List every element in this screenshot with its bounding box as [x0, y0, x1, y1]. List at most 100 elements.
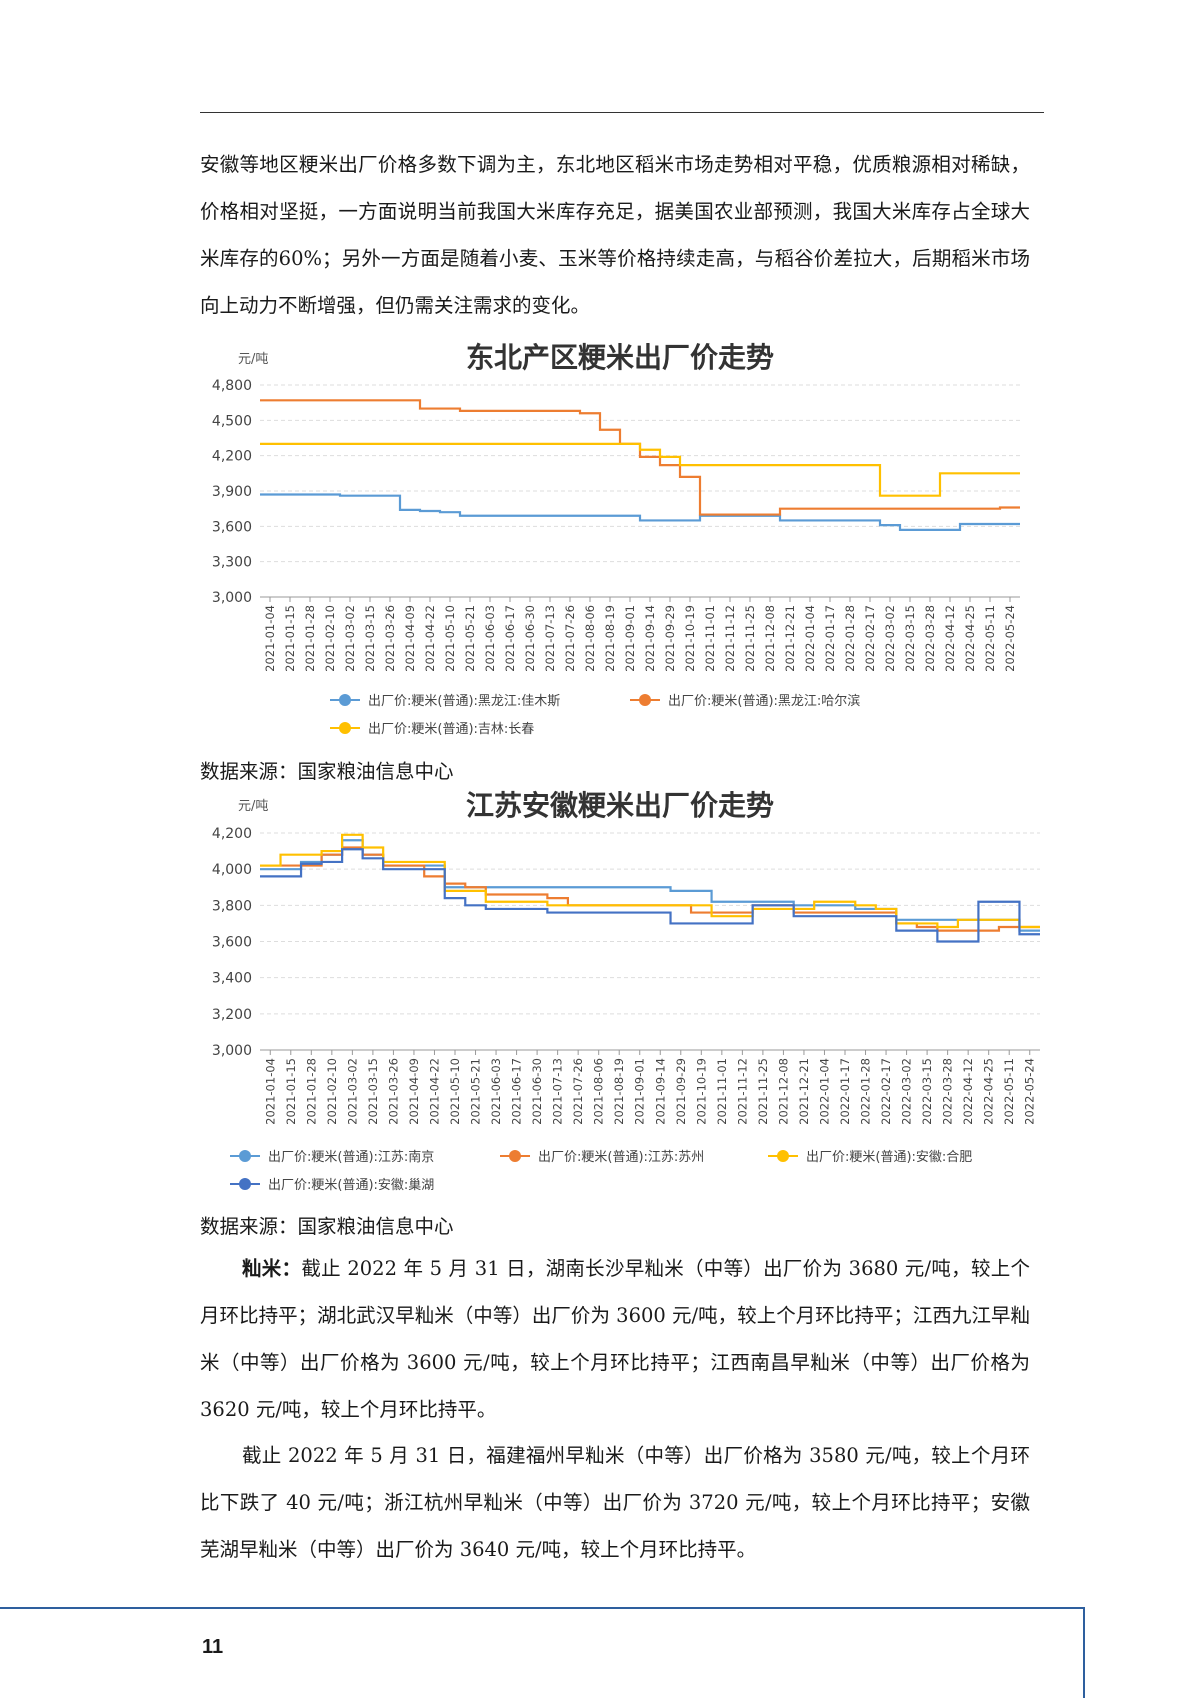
y-tick-label: 3,900 [212, 484, 252, 500]
x-tick-label: 2021-04-22 [427, 1058, 441, 1125]
x-tick-label: 2021-05-10 [448, 1058, 462, 1125]
x-tick-label: 2021-04-22 [423, 605, 437, 672]
paragraph-2-text: 籼米：截止 2022 年 5 月 31 日，湖南长沙早籼米（中等）出厂价为 36… [200, 1245, 1030, 1433]
x-tick-label: 2022-01-28 [843, 605, 857, 672]
series-line-3 [260, 442, 1020, 497]
x-tick-label: 2021-06-17 [503, 605, 517, 672]
x-tick-label: 2021-11-25 [743, 605, 757, 672]
x-tick-label: 2021-07-13 [551, 1058, 565, 1125]
y-tick-label: 4,800 [212, 378, 252, 394]
y-tick-label: 3,400 [212, 971, 252, 987]
x-tick-label: 2022-01-04 [803, 605, 817, 672]
paragraph-1: 安徽等地区粳米出厂价格多数下调为主，东北地区稻米市场走势相对平稳，优质粮源相对稀… [200, 141, 1030, 329]
x-tick-label: 2022-01-28 [859, 1058, 873, 1125]
y-tick-label: 4,200 [212, 449, 252, 465]
x-tick-label: 2021-08-19 [612, 1058, 626, 1125]
paragraph-2: 籼米：截止 2022 年 5 月 31 日，湖南长沙早籼米（中等）出厂价为 36… [200, 1245, 1030, 1433]
legend-label: 出厂价:粳米(普通):江苏:南京 [268, 1149, 434, 1165]
x-tick-label: 2021-09-29 [663, 605, 677, 672]
x-tick-label: 2021-09-14 [653, 1058, 667, 1125]
x-tick-label: 2021-05-10 [443, 605, 457, 672]
series-line-2 [260, 846, 1040, 932]
y-tick-label: 4,500 [212, 413, 252, 429]
x-tick-label: 2021-01-15 [284, 1058, 298, 1125]
y-tick-label: 3,300 [212, 555, 252, 571]
x-tick-label: 2021-06-30 [523, 605, 537, 672]
chart-jiangsu-anhui-svg: 江苏安徽粳米出厂价走势 元/吨 4,200 4,000 3,800 3,600 3,400 3… [212, 789, 1040, 1193]
x-tick-label: 2021-12-08 [763, 605, 777, 672]
x-tick-label: 2022-03-28 [923, 605, 937, 672]
x-tick-label: 2021-11-01 [715, 1058, 729, 1125]
series-line-2 [260, 399, 1020, 516]
x-tick-label: 2022-03-02 [900, 1058, 914, 1125]
x-tick-label: 2021-11-01 [703, 605, 717, 672]
page-number: 11 [202, 1636, 224, 1658]
x-tick-label: 2021-06-17 [510, 1058, 524, 1125]
x-tick-label: 2021-08-06 [592, 1058, 606, 1125]
x-tick-label: 2021-09-29 [674, 1058, 688, 1125]
y-axis-unit: 元/吨 [238, 799, 268, 814]
legend-label: 出厂价:粳米(普通):江苏:苏州 [538, 1149, 704, 1165]
y-tick-label: 3,600 [212, 519, 252, 535]
x-tick-label: 2021-02-10 [323, 605, 337, 672]
x-tick-label: 2022-01-04 [817, 1058, 831, 1125]
x-tick-label: 2021-01-28 [303, 605, 317, 672]
x-tick-label: 2021-03-26 [383, 605, 397, 672]
x-tick-label: 2021-11-25 [756, 1058, 770, 1125]
legend-label: 出厂价:粳米(普通):吉林:长春 [368, 722, 534, 737]
x-tick-label: 2021-09-14 [643, 605, 657, 672]
chart-title: 东北产区粳米出厂价走势 [466, 341, 774, 374]
x-tick-label: 2022-05-11 [1002, 1058, 1016, 1125]
x-tick-label: 2022-04-25 [963, 605, 977, 672]
x-tick-label: 2022-04-12 [961, 1058, 975, 1125]
x-tick-label: 2022-04-25 [982, 1058, 996, 1125]
legend-marker [339, 722, 351, 734]
x-tick-label: 2021-03-15 [366, 1058, 380, 1125]
legend-marker [639, 694, 651, 706]
x-tick-label: 2021-01-15 [283, 605, 297, 672]
x-tick-label: 2021-05-21 [463, 605, 477, 672]
x-tick-label: 2022-05-24 [1023, 1058, 1037, 1125]
y-tick-label: 3,200 [212, 1007, 252, 1023]
y-tick-label: 3,000 [212, 1043, 252, 1059]
x-tick-label: 2021-07-26 [571, 1058, 585, 1125]
x-tick-label: 2021-11-12 [735, 1058, 749, 1125]
x-tick-label: 2021-01-04 [263, 605, 277, 672]
x-tick-label: 2021-09-01 [633, 1058, 647, 1125]
x-tick-label: 2022-03-02 [883, 605, 897, 672]
x-tick-label: 2022-03-15 [903, 605, 917, 672]
legend-label: 出厂价:粳米(普通):黑龙江:佳木斯 [368, 694, 560, 709]
x-tick-label: 2022-03-28 [941, 1058, 955, 1125]
series-line-4 [260, 848, 1040, 943]
chart-title: 江苏安徽粳米出厂价走势 [466, 789, 774, 822]
x-tick-label: 2021-12-08 [776, 1058, 790, 1125]
x-tick-label: 2021-05-21 [469, 1058, 483, 1125]
x-tick-label: 2021-06-03 [483, 605, 497, 672]
x-tick-label: 2022-02-17 [879, 1058, 893, 1125]
series-line-3 [260, 833, 1040, 929]
x-tick-label: 2022-01-17 [823, 605, 837, 672]
x-tick-label: 2021-12-21 [797, 1058, 811, 1125]
paragraph-2-lead: 籼米： [242, 1257, 302, 1280]
legend-label: 出厂价:粳米(普通):安徽:合肥 [806, 1150, 972, 1165]
x-tick-label: 2021-06-30 [530, 1058, 544, 1125]
x-tick-label: 2021-03-02 [343, 605, 357, 672]
chart-northeast: 东北产区粳米出厂价走势 元/吨 4,800 4,500 4,200 3,900 3,600 3… [200, 335, 1040, 755]
x-tick-label: 2021-04-09 [407, 1058, 421, 1125]
y-tick-label: 3,800 [212, 898, 252, 914]
x-tick-label: 2021-09-01 [623, 605, 637, 672]
y-tick-label: 3,000 [212, 590, 252, 606]
footer-rule-vertical [1083, 1607, 1085, 1698]
paragraph-3: 截止 2022 年 5 月 31 日，福建福州早籼米（中等）出厂价格为 3580… [200, 1432, 1030, 1573]
legend-marker [509, 1150, 521, 1162]
x-tick-label: 2022-05-24 [1003, 605, 1017, 672]
x-tick-label: 2021-08-06 [583, 605, 597, 672]
paragraph-1-text: 安徽等地区粳米出厂价格多数下调为主，东北地区稻米市场走势相对平稳，优质粮源相对稀… [200, 153, 1030, 317]
y-tick-label: 3,600 [212, 935, 252, 951]
chart-northeast-svg: 东北产区粳米出厂价走势 元/吨 4,800 4,500 4,200 3,900 3,600 3… [212, 341, 1020, 737]
x-tick-label: 2021-01-04 [263, 1058, 277, 1125]
footer-rule [0, 1607, 1083, 1609]
x-tick-label: 2022-01-17 [838, 1058, 852, 1125]
x-tick-label: 2021-03-26 [386, 1058, 400, 1125]
paragraph-2-body: 截止 2022 年 5 月 31 日，湖南长沙早籼米（中等）出厂价为 3680 … [200, 1257, 1030, 1421]
